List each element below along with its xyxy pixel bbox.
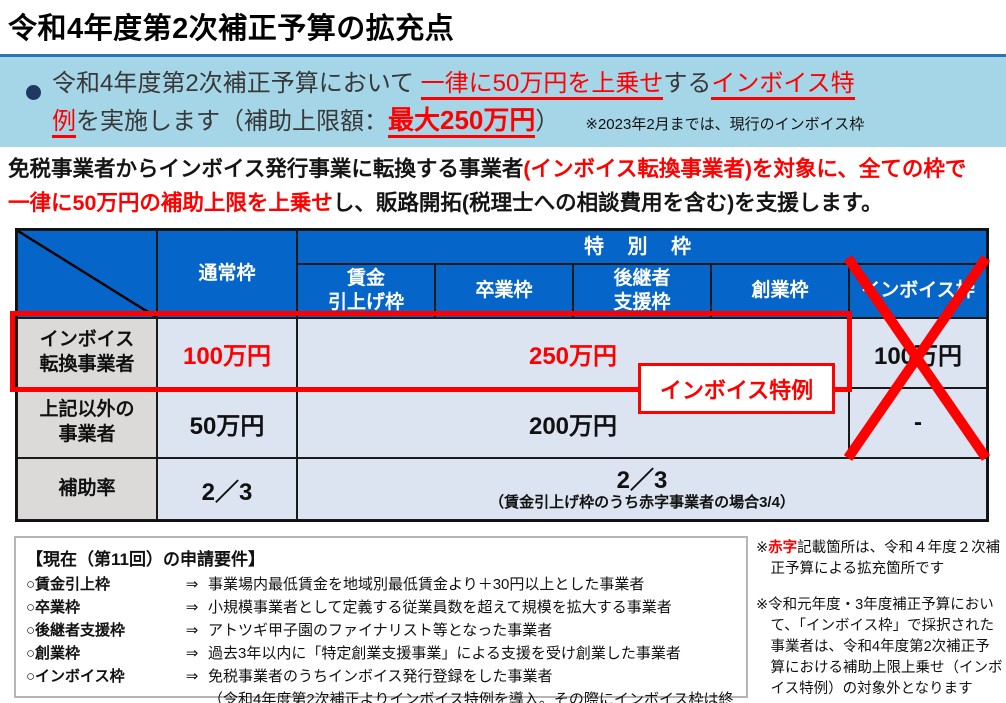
requirements-title: 【現在（第11回）の申請要件】: [26, 550, 265, 569]
table-corner-cell: [17, 230, 157, 318]
lead-seg-red: 一律に50万円を上乗せ: [420, 70, 664, 100]
requirement-item-invoice: ○インボイス枠 ⇒ 免税事業者のうちインボイス発行登録をした事業者: [26, 665, 736, 688]
side-notes: ※赤字記載箇所は、令和４年度２次補正予算による拡充箇所です ※令和元年度・3年度…: [756, 538, 1004, 700]
invoice-row-highlight: [10, 311, 852, 392]
arrow-icon: ⇒: [185, 599, 199, 616]
intro-paragraph: 免税事業者からインボイス発行事業に転換する事業者(インボイス転換事業者)を対象に…: [8, 152, 1003, 220]
col-header-successor: 後継者 支援枠: [573, 264, 711, 318]
lead-line-2: 例を実施します（補助上限額：最大250万円） ※2023年2月までは、現行のインボ…: [52, 102, 864, 143]
requirements-box: 【現在（第11回）の申請要件】 ○賃金引上枠 ⇒ 事業場内最低賃金を地域別最低賃…: [14, 536, 748, 703]
requirement-item-startup: ○創業枠 ⇒ 過去3年以内に「特定創業支援事業」による支援を受け創業した事業者: [26, 642, 736, 665]
bullet-icon: [26, 85, 41, 100]
requirement-item-graduation: ○卒業枠 ⇒ 小規模事業者として定義する従業員数を超えて規模を拡大する事業者: [26, 596, 736, 619]
diagonal-line-icon: [18, 231, 156, 317]
arrow-icon: ⇒: [185, 576, 199, 593]
col-header-graduation: 卒業枠: [435, 264, 573, 318]
rate-main: 2／3: [616, 466, 668, 494]
lead-line-1: 令和4年度第2次補正予算において 一律に50万円を上乗せするインボイス特: [52, 65, 864, 102]
invoice-tokurei-label: インボイス特例: [638, 363, 835, 414]
arrow-icon: ⇒: [185, 668, 199, 685]
lead-seg-red: 例: [52, 108, 76, 138]
arrow-icon: ⇒: [185, 645, 199, 662]
intro-line-2: 一律に50万円の補助上限を上乗せし、販路開拓(税理士への相談費用を含む)を支援し…: [8, 186, 1003, 220]
lead-max-amount: 最大250万円: [388, 105, 536, 138]
lead-seg: する: [663, 70, 712, 97]
row-label-other-business: 上記以外の 事業者: [17, 388, 157, 458]
row-label-invoice-converter: インボイス 転換事業者: [17, 318, 157, 388]
lead-text: 令和4年度第2次補正予算において 一律に50万円を上乗せするインボイス特 例を実…: [52, 65, 864, 143]
side-note-invoice-frame: ※令和元年度・3年度補正予算において、「インボイス枠」で採択された事業者は、令和…: [756, 597, 1003, 697]
requirement-item-wage: ○賃金引上枠 ⇒ 事業場内最低賃金を地域別最低賃金より＋30円以上とした事業者: [26, 573, 736, 596]
req-label: ○卒業枠: [26, 599, 81, 616]
rate-note: （賃金引上げ枠のうち赤字事業者の場合3/4）: [489, 494, 795, 512]
value-rate-special: 2／3 （賃金引上げ枠のうち赤字事業者の場合3/4）: [297, 458, 987, 520]
lead-seg-red: インボイス特: [711, 70, 855, 100]
col-header-normal: 通常枠: [157, 230, 297, 318]
lead-seg: ）: [535, 108, 560, 135]
lead-footnote: ※2023年2月までは、現行のインボイス枠: [585, 116, 865, 133]
intro-seg-red: 一律に50万円の補助上限を上乗せ: [8, 191, 333, 215]
col-header-wage-raise: 賃金 引上げ枠: [297, 264, 435, 318]
col-header-special-group: 特 別 枠: [297, 230, 987, 264]
page-title: 令和4年度第2次補正予算の拡充点: [8, 13, 455, 45]
value-other-normal: 50万円: [157, 388, 297, 458]
note-red-word: 赤字: [768, 540, 798, 556]
requirement-item-successor: ○後継者支援枠 ⇒ アトツギ甲子園のファイナリスト等となった事業者: [26, 619, 736, 642]
note-mark: ※: [756, 540, 769, 556]
note-rest: 記載箇所は、令和４年度２次補正予算による拡充箇所です: [770, 540, 1001, 577]
row-label-subsidy-rate: 補助率: [17, 458, 157, 520]
lead-seg: を実施します（補助上限額：: [76, 108, 388, 135]
req-label: ○賃金引上枠: [26, 576, 111, 593]
req-label: ○創業枠: [26, 645, 81, 662]
req-label: ○インボイス枠: [26, 668, 125, 685]
value-converter-normal: 100万円: [157, 318, 297, 388]
side-note-red-text: ※赤字記載箇所は、令和４年度２次補正予算による拡充箇所です: [756, 538, 1004, 580]
intro-seg-red: (インボイス転換事業者)を対象に、全ての枠で: [523, 157, 967, 181]
arrow-icon: ⇒: [185, 622, 199, 639]
req-text: 免税事業者のうちインボイス発行登録をした事業者: [208, 668, 553, 685]
value-rate-normal: 2／3: [157, 458, 297, 520]
req-text: アトツギ甲子園のファイナリスト等となった事業者: [208, 622, 553, 639]
lead-seg: 令和4年度第2次補正予算において: [52, 70, 421, 97]
col-header-startup: 創業枠: [711, 264, 849, 318]
intro-line-1: 免税事業者からインボイス発行事業に転換する事業者(インボイス転換事業者)を対象に…: [8, 152, 1003, 186]
intro-seg: し、販路開拓(税理士への相談費用を含む)を支援します。: [332, 191, 883, 215]
lead-highlight-box: 令和4年度第2次補正予算において 一律に50万円を上乗せするインボイス特 例を実…: [0, 54, 1006, 147]
req-text: 小規模事業者として定義する従業員数を超えて規模を拡大する事業者: [208, 599, 672, 616]
red-x-mark-icon: [843, 255, 991, 461]
req-label: ○後継者支援枠: [26, 622, 126, 639]
req-text: 事業場内最低賃金を地域別最低賃金より＋30円以上とした事業者: [208, 576, 645, 593]
intro-seg: 免税事業者からインボイス発行事業に転換する事業者: [8, 157, 524, 181]
requirement-invoice-note: （令和4年度第2次補正よりインボイス特例を導入。その際にインボイス枠は終了）: [208, 691, 734, 703]
req-text: 過去3年以内に「特定創業支援事業」による支援を受け創業した事業者: [208, 645, 681, 662]
